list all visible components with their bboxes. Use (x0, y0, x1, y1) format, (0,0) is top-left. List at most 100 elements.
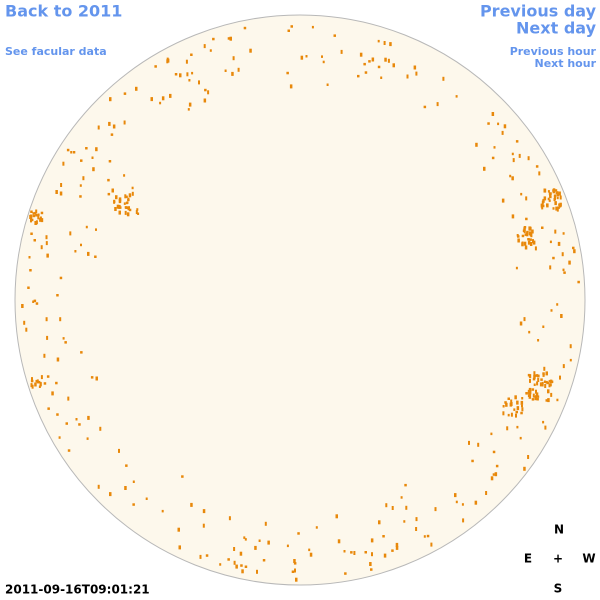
facula (231, 71, 234, 76)
facula (434, 507, 437, 512)
facula (227, 558, 230, 561)
facula (127, 198, 130, 202)
facula (528, 393, 531, 396)
facula (34, 221, 37, 225)
facula (86, 437, 89, 440)
facula (436, 102, 439, 107)
facula (543, 196, 547, 201)
facula (33, 299, 37, 303)
facula (94, 255, 97, 258)
facula (87, 415, 90, 420)
facula (549, 195, 552, 198)
facula (235, 564, 238, 569)
facula (35, 220, 38, 225)
facula (507, 413, 510, 417)
facula (370, 538, 374, 543)
facula (523, 230, 526, 234)
facula (536, 374, 539, 377)
facula (474, 500, 478, 505)
facula (504, 401, 507, 404)
facula (127, 206, 130, 211)
facula (507, 397, 510, 400)
facula (28, 256, 31, 259)
facula (110, 133, 114, 136)
facula (123, 202, 126, 205)
facula (515, 140, 519, 143)
facula (492, 450, 496, 454)
facula (541, 384, 544, 387)
facula (74, 250, 77, 253)
facula (491, 156, 495, 160)
facula (511, 152, 514, 156)
facula (60, 183, 63, 187)
facula (490, 432, 493, 436)
next-day-link[interactable]: Next day (516, 19, 597, 38)
facula (363, 62, 366, 66)
facula (364, 71, 368, 74)
facula (377, 39, 380, 43)
facula (35, 214, 38, 217)
facula (56, 294, 59, 297)
facula (169, 93, 172, 98)
facula (423, 535, 426, 538)
facula (82, 176, 85, 181)
facula (95, 147, 98, 152)
facula (532, 240, 536, 245)
facula (516, 406, 520, 411)
facula (178, 545, 181, 550)
facula (108, 160, 112, 163)
facula (509, 402, 513, 407)
facula (132, 503, 135, 506)
next-hour-link[interactable]: Next hour (535, 57, 597, 70)
facula (190, 53, 193, 56)
facula (32, 214, 36, 218)
facula (544, 384, 547, 388)
solar-disk (14, 14, 586, 586)
facula (527, 394, 531, 397)
facula (202, 509, 206, 514)
facula (548, 199, 551, 202)
facula (123, 92, 127, 95)
facula (254, 545, 257, 550)
facula (562, 232, 565, 235)
facula (534, 395, 537, 398)
facula (523, 466, 526, 471)
facula (29, 214, 33, 219)
facula (506, 426, 509, 431)
facula (542, 372, 545, 375)
facula (550, 309, 553, 312)
facula (527, 240, 531, 245)
facula (33, 239, 36, 242)
back-link[interactable]: Back to 2011 (5, 2, 122, 21)
facula (59, 276, 63, 280)
compass-center: + (553, 552, 563, 566)
facula (34, 211, 37, 215)
facula (137, 212, 140, 215)
facula (549, 379, 553, 384)
facula (395, 545, 399, 550)
facula (525, 392, 528, 395)
facula (528, 387, 532, 392)
facula (392, 63, 395, 68)
facula (30, 383, 33, 388)
facula (545, 399, 548, 402)
facula (483, 166, 486, 171)
facula (540, 203, 543, 207)
facula (45, 317, 48, 322)
facula (125, 464, 128, 467)
facula (538, 171, 541, 176)
facula (371, 57, 375, 62)
facula (150, 97, 153, 102)
facula (30, 379, 34, 383)
facular-link[interactable]: See facular data (5, 45, 107, 58)
facula (62, 161, 65, 166)
facula (126, 212, 130, 217)
facula (35, 379, 38, 383)
facula (198, 80, 200, 85)
previous-day-link[interactable]: Previous day (480, 2, 597, 21)
previous-hour-link[interactable]: Previous hour (510, 45, 597, 58)
timestamp: 2011-09-16T09:01:21 (5, 583, 150, 597)
facula (528, 330, 531, 334)
facula (187, 108, 190, 111)
facula (95, 228, 97, 231)
